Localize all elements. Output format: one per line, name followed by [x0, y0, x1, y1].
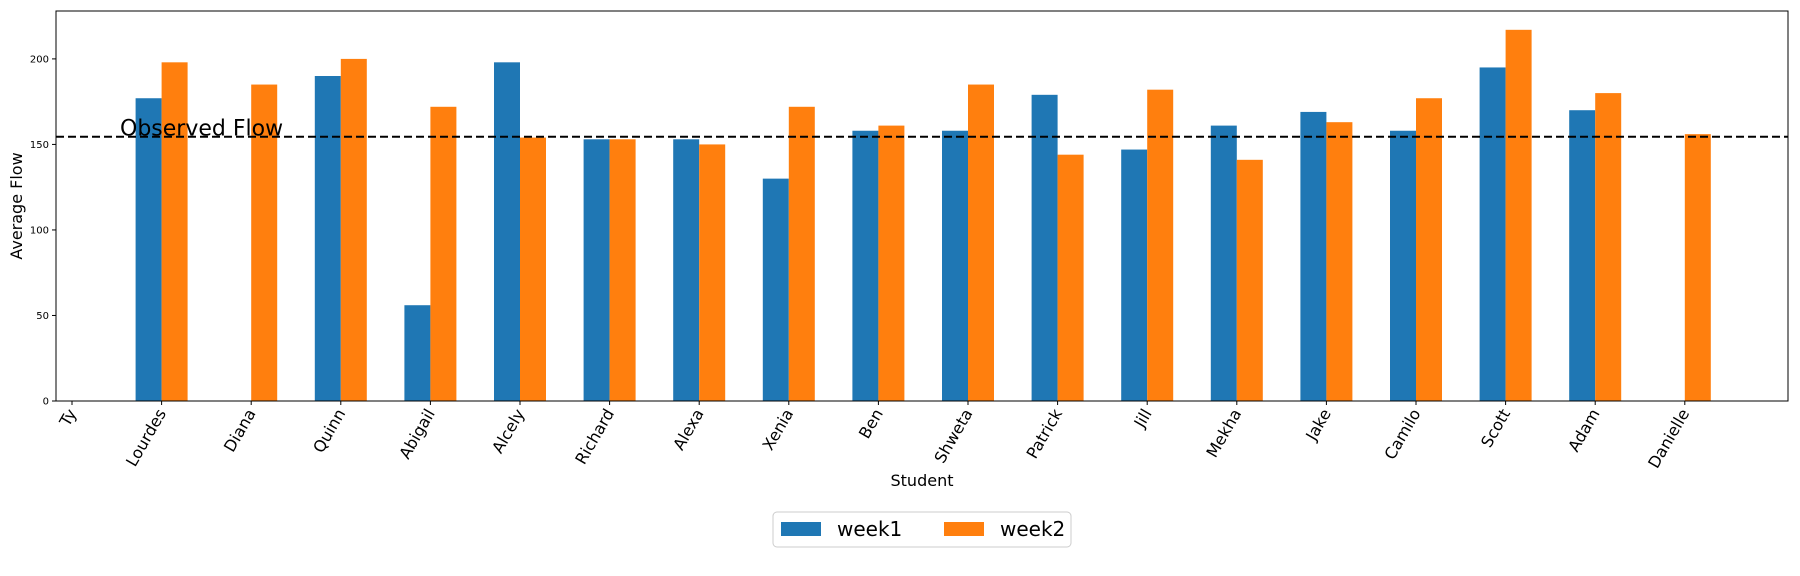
- bar-week2-adam: [1595, 93, 1622, 402]
- x-tick-label-ty: Ty: [55, 406, 80, 431]
- x-tick-label-ben: Ben: [855, 406, 887, 442]
- bar-week2-patrick: [1057, 154, 1084, 401]
- x-tick-label-camilo: Camilo: [1380, 406, 1424, 463]
- x-tick-label-alexa: Alexa: [669, 406, 708, 454]
- x-tick-label-quinn: Quinn: [309, 406, 349, 457]
- x-tick-label-danielle: Danielle: [1644, 406, 1693, 472]
- legend-box: [772, 511, 1072, 548]
- x-axis: Ty Lourdes Diana Quinn Abigail Alcely Richard A…: [55, 401, 1693, 472]
- bar-week2-xenia: [788, 106, 815, 401]
- bar-week2-alexa: [699, 144, 726, 401]
- bar-week2-alcely: [520, 137, 546, 401]
- bar-week2-ben: [878, 125, 905, 402]
- bar-week2-danielle: [1684, 134, 1711, 401]
- x-tick-label-richard: Richard: [571, 406, 618, 468]
- x-tick-label-xenia: Xenia: [759, 406, 798, 454]
- bar-week1-ben: [852, 130, 879, 401]
- y-axis-label: Average Flow: [7, 152, 26, 259]
- bar-week1-alcely: [494, 62, 520, 401]
- bar-week2-scott: [1505, 29, 1532, 401]
- y-tick-label: 0: [43, 397, 49, 408]
- x-tick-label-adam: Adam: [1564, 406, 1604, 456]
- legend-swatch-week2: [944, 522, 984, 536]
- bar-week1-jake: [1300, 111, 1327, 401]
- bar-week2-quinn: [340, 58, 367, 401]
- bar-week1-camilo: [1390, 130, 1416, 401]
- bar-week1-shweta: [942, 130, 968, 401]
- bar-week2-abigail: [430, 106, 457, 401]
- bar-week1-richard: [583, 139, 610, 401]
- bar-week1-patrick: [1031, 94, 1058, 401]
- legend-label-week1: week1: [837, 517, 902, 541]
- x-tick-label-mekha: Mekha: [1202, 406, 1245, 461]
- legend-swatch-week1: [781, 522, 821, 536]
- y-tick-label: 150: [30, 140, 49, 151]
- bar-week2-lourdes: [161, 62, 188, 401]
- x-tick-label-jill: Jill: [1130, 406, 1156, 432]
- x-tick-label-shweta: Shweta: [930, 406, 976, 467]
- bar-week2-camilo: [1416, 98, 1442, 401]
- bar-week2-jill: [1147, 89, 1174, 402]
- bar-week1-jill: [1121, 149, 1148, 401]
- y-axis: 0 50 100 150 200: [30, 54, 56, 408]
- bar-week1-scott: [1479, 67, 1506, 402]
- x-tick-label-abigail: Abigail: [395, 406, 439, 463]
- bar-week2-mekha: [1236, 159, 1263, 401]
- x-tick-label-alcely: Alcely: [488, 406, 528, 457]
- x-axis-label: Student: [891, 471, 954, 490]
- x-tick-label-diana: Diana: [220, 406, 260, 456]
- bar-week1-alexa: [673, 139, 700, 401]
- legend: week1 week2: [772, 511, 1072, 548]
- x-tick-label-lourdes: Lourdes: [122, 406, 170, 470]
- bar-week1-mekha: [1210, 125, 1237, 402]
- bars-group: [135, 29, 1711, 402]
- x-tick-label-jake: Jake: [1301, 406, 1334, 445]
- bar-week1-abigail: [404, 305, 431, 401]
- plot-frame: [55, 10, 1789, 402]
- reference-line-label: Observed Flow: [120, 117, 283, 142]
- bar-week1-quinn: [314, 76, 341, 401]
- bar-week2-jake: [1326, 122, 1353, 402]
- bar-week1-adam: [1569, 110, 1596, 402]
- y-tick-label: 50: [36, 311, 49, 322]
- bar-week1-xenia: [762, 178, 789, 401]
- x-tick-label-patrick: Patrick: [1023, 405, 1067, 462]
- bar-week2-shweta: [968, 84, 994, 401]
- legend-label-week2: week2: [1000, 517, 1065, 541]
- y-tick-label: 100: [30, 225, 49, 236]
- bar-week1-lourdes: [135, 98, 162, 401]
- bar-week2-richard: [609, 139, 636, 401]
- y-tick-label: 200: [30, 54, 49, 65]
- x-tick-label-scott: Scott: [1477, 406, 1514, 451]
